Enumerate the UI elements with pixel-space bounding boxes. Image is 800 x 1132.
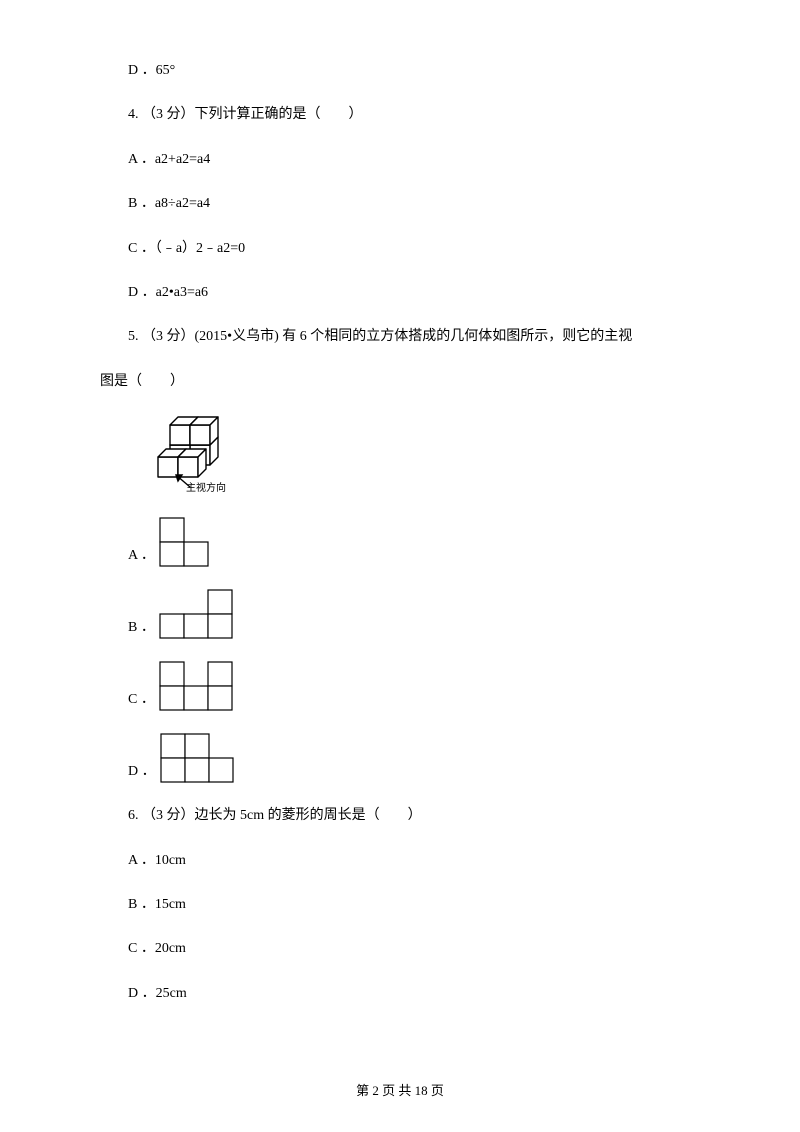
q5-option-c-svg (159, 661, 233, 711)
q5-option-c-label: C ． (128, 689, 155, 711)
q5-option-d-label: D ． (128, 761, 156, 783)
q6-option-d: D ．25cm (100, 983, 700, 1005)
q5-option-a-svg (159, 517, 209, 567)
q5-option-b: B ． (100, 589, 700, 639)
q6-option-c: C ．20cm (100, 938, 700, 960)
q4-option-c: C ．（﹣a）2﹣a2=0 (100, 238, 700, 260)
view-direction-label: 主视方向 (186, 481, 226, 494)
q5-option-b-svg (159, 589, 233, 639)
q6-option-a: A ．10cm (100, 850, 700, 872)
q5-option-a: A ． (100, 517, 700, 567)
q5-option-c: C ． (100, 661, 700, 711)
q6-option-b: B ．15cm (100, 894, 700, 916)
q4-option-d: D ．a2•a3=a6 (100, 282, 700, 304)
q4-stem: 4. （3 分）下列计算正确的是（ ） (100, 104, 700, 126)
page-footer: 第 2 页 共 18 页 (0, 1081, 800, 1102)
q5-cube-figure: 主视方向 (128, 415, 700, 495)
page-content: D ．65° 4. （3 分）下列计算正确的是（ ） A ．a2+a2=a4 B… (100, 60, 700, 1005)
q4-option-b: B ．a8÷a2=a4 (100, 193, 700, 215)
q5-stem-1: 5. （3 分）(2015•义乌市) 有 6 个相同的立方体搭成的几何体如图所示… (100, 326, 700, 348)
q5-option-b-label: B ． (128, 617, 155, 639)
q5-option-d: D ． (100, 733, 700, 783)
q5-option-a-label: A ． (128, 545, 155, 567)
q5-stem-2: 图是（ ） (100, 371, 700, 393)
q4-option-a: A ．a2+a2=a4 (100, 149, 700, 171)
q6-stem: 6. （3 分）边长为 5cm 的菱形的周长是（ ） (100, 805, 700, 827)
q3-option-d: D ．65° (100, 60, 700, 82)
q5-option-d-svg (160, 733, 234, 783)
